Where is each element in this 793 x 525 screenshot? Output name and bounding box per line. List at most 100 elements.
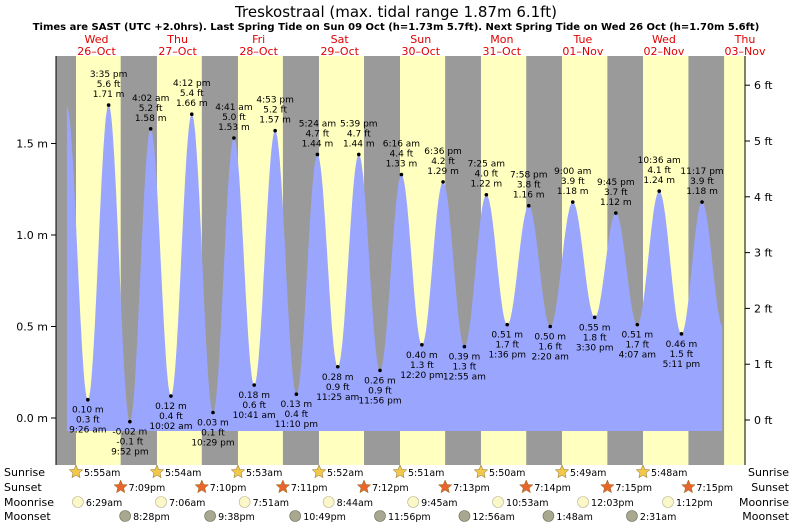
moonset-time: 11:56pm: [388, 512, 431, 523]
moonset-time: 10:49pm: [303, 512, 346, 523]
tide-height-m: 1.57 m: [259, 116, 291, 126]
moonrise-icon: [407, 496, 419, 508]
sunrise-time: 5:53am: [246, 468, 282, 479]
tide-time: 11:17 pm: [680, 167, 723, 177]
sunrise-time: 5:55am: [84, 468, 120, 479]
tide-height-ft: 1.3 ft: [453, 363, 477, 373]
sun-moon-rows: Sunrise Sunrise 5:55am 5:54am 5:53am 5:52am 5:…: [4, 464, 790, 523]
tide-point: [548, 324, 553, 329]
sunset-time: 7:10pm: [210, 483, 247, 494]
sunrise-label-left: Sunrise: [4, 466, 45, 479]
left-tick-label: 1.5 m: [16, 138, 48, 151]
sunrise-icon: [68, 464, 84, 479]
tide-height-m: 1.16 m: [513, 191, 545, 201]
tide-height-ft: 0.4 ft: [159, 412, 183, 422]
sunrise-icon: [635, 464, 651, 479]
sunrise-icon: [230, 464, 246, 479]
right-tick-label: 5 ft: [754, 135, 773, 148]
sunset-time: 7:14pm: [534, 483, 571, 494]
day-name: Mon: [490, 33, 513, 46]
day-date: 28–Oct: [239, 45, 278, 58]
tide-height-m: 1.66 m: [176, 99, 208, 109]
right-tick-label: 6 ft: [754, 79, 773, 92]
tide-height-ft: 5.4 ft: [180, 89, 204, 99]
tide-height-m: 1.22 m: [471, 180, 503, 190]
sunrise-icon: [554, 464, 570, 479]
tide-height-m: 0.03 m: [197, 419, 229, 429]
sunrise-icon: [473, 464, 489, 479]
sunset-icon: [356, 479, 372, 494]
tide-time: 2:20 am: [532, 353, 569, 363]
tide-point: [420, 343, 424, 347]
tide-point: [399, 172, 404, 177]
tide-height-m: 0.12 m: [155, 402, 187, 412]
tide-height-m: 0.46 m: [666, 340, 698, 350]
tide-height-m: 0.13 m: [281, 400, 313, 410]
tide-time: 6:36 pm: [424, 147, 462, 157]
tide-point: [462, 344, 467, 349]
tide-height-m: 0.10 m: [72, 406, 104, 416]
tide-time: 4:12 pm: [173, 79, 211, 89]
tide-height-m: 1.44 m: [343, 139, 375, 149]
tide-time: 10:36 am: [638, 156, 681, 166]
day-date: 01–Nov: [562, 45, 603, 58]
sunrise-time: 5:49am: [570, 468, 606, 479]
tide-point: [294, 392, 299, 397]
tide-height-m: 1.71 m: [93, 90, 125, 100]
moonrise-time: 6:29am: [86, 498, 122, 509]
moonrise-time: 1:12pm: [676, 498, 713, 509]
sunrise-time: 5:52am: [327, 468, 363, 479]
tide-height-ft: 4.0 ft: [474, 170, 498, 180]
tide-point: [189, 112, 194, 117]
sunrise-time: 5:50am: [489, 468, 525, 479]
sunset-icon: [113, 479, 128, 494]
tide-point: [700, 200, 704, 204]
tide-height-m: 1.44 m: [302, 139, 334, 149]
left-tick-label: 1.0 m: [16, 229, 48, 242]
tide-point: [592, 315, 597, 320]
day-name: Fri: [252, 33, 265, 46]
tide-height-ft: 0.6 ft: [242, 401, 266, 411]
moonrise-icon: [238, 496, 251, 508]
tide-time: 6:16 am: [383, 140, 420, 150]
moonrise-time: 7:51am: [253, 498, 289, 509]
tide-height-ft: 4.4 ft: [390, 150, 414, 160]
tide-height-ft: 0.3 ft: [76, 416, 100, 426]
tide-point: [211, 410, 215, 415]
tide-time: 10:41 am: [233, 411, 276, 421]
tide-time: 9:45 pm: [597, 178, 635, 188]
tide-time: 9:52 pm: [111, 448, 149, 458]
moonrise-time: 8:44am: [337, 498, 373, 509]
tide-time: 9:26 am: [69, 426, 106, 436]
tide-height-m: 1.58 m: [135, 114, 167, 124]
left-tick-label: 0.0 m: [16, 412, 48, 425]
tide-curve: [66, 105, 723, 432]
tide-time: 4:02 am: [132, 94, 169, 104]
tide-time: 10:29 pm: [191, 439, 234, 449]
tide-height-m: 0.51 m: [491, 331, 523, 341]
sunrise-time: 5:48am: [651, 468, 687, 479]
day-name: Wed: [85, 33, 109, 46]
right-tick-label: 3 ft: [754, 247, 773, 260]
moonrise-icon: [72, 496, 84, 508]
tide-point: [273, 128, 277, 133]
tide-height-ft: -0.1 ft: [116, 438, 143, 448]
tide-labels: 0.10 m0.3 ft9:26 am 3:35 pm5.6 ft1.71 m -0…: [69, 70, 724, 458]
tide-height-m: 0.50 m: [534, 333, 566, 343]
tide-time: 3:30 pm: [576, 343, 614, 353]
tide-height-m: 1.18 m: [557, 187, 589, 197]
tide-point: [128, 419, 132, 424]
tide-time: 12:55 am: [443, 373, 486, 383]
sunrise-icon: [392, 464, 408, 479]
tide-height-ft: 5.0 ft: [222, 113, 246, 123]
moonset-label-right: Moonset: [742, 510, 789, 523]
sunset-time: 7:09pm: [129, 483, 166, 494]
tide-time: 11:56 pm: [358, 396, 401, 406]
tide-time: 12:20 pm: [400, 371, 443, 381]
sunset-time: 7:12pm: [372, 483, 409, 494]
moonrise-icon: [155, 496, 167, 508]
tide-height-ft: 4.7 ft: [347, 129, 371, 139]
day-date: 29–Oct: [320, 45, 359, 58]
tide-height-ft: 1.7 ft: [495, 341, 519, 351]
tide-height-ft: 1.8 ft: [583, 333, 607, 343]
